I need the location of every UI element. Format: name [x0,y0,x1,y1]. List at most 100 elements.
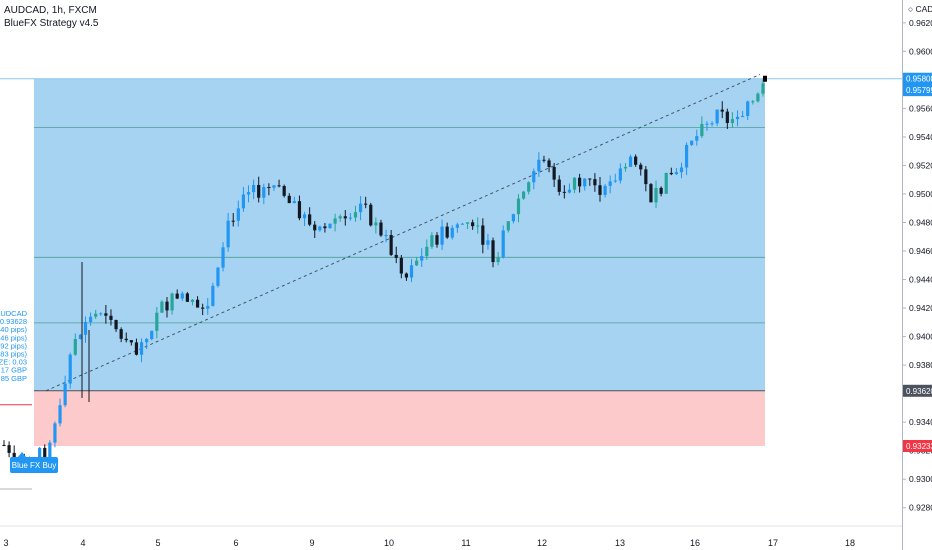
candle-body [287,195,291,204]
x-tick-label: 12 [537,538,547,548]
candle-body [129,340,133,343]
candle-body [2,444,6,446]
candle-body [394,254,398,258]
y-tick-label: 0.94800 [909,217,932,227]
candle-body [221,247,225,268]
candle-body [634,156,638,165]
x-tick-label: 18 [845,538,855,548]
candle-body [78,334,83,340]
candle-body [710,123,714,125]
candle-body [659,187,663,194]
candle-body [572,177,577,190]
candle-body [705,123,709,125]
candle-body [272,185,276,188]
info-line: 6.85 GBP [0,374,27,383]
candle-body [236,208,240,221]
price-tag-current-bg [903,84,932,97]
y-tick-label: 0.95600 [909,103,932,113]
candle-body [583,178,587,187]
candle-body [761,83,765,94]
price-tag-top-bg [903,72,932,85]
candle-body [491,240,495,263]
candle-body [38,447,42,463]
candle-body [292,201,296,204]
candle-body [741,115,745,117]
candle-body [338,216,342,219]
y-tick-label: 0.93000 [909,474,932,484]
candle-body [430,235,434,247]
y-tick-label: 0.93400 [909,417,932,427]
candle-body [114,319,118,330]
candle-body [190,299,195,302]
candle-body [715,109,719,124]
candle-body [690,140,694,145]
candle-body [562,191,566,193]
candle-body [460,223,465,225]
candle-body [241,194,246,209]
candle-body [262,187,266,198]
candle-body [297,201,302,219]
candle-body [185,293,189,302]
y-tick-label: 0.95200 [909,160,932,170]
candle-body [608,181,612,186]
candle-body [94,313,98,317]
candle-body [674,172,679,175]
candle-body [486,240,490,245]
x-tick-label: 11 [461,538,470,548]
candle-body [12,452,16,460]
candle-body [725,111,729,123]
candle-body [313,224,317,231]
candle-body [150,330,154,340]
candle-body [455,224,459,228]
candle-body [369,204,373,226]
candle-body [145,339,149,343]
y-tick-label: 0.94000 [909,332,932,342]
take-profit-zone [34,78,765,391]
candle-body [124,338,128,341]
candle-body [756,93,760,102]
candle-body [206,305,210,309]
candle-body [664,172,668,194]
candle-body [119,329,123,339]
candle-body [649,184,653,203]
candle-body [109,315,113,320]
candle-body [511,214,515,222]
candle-body [328,223,332,229]
candle-body [751,101,755,103]
price-tag-top: 0.95808 [906,75,932,84]
current-price-marker [763,75,767,82]
candle-body [618,168,622,181]
candle-body [527,182,531,192]
candle-body [211,285,215,306]
candle-body [496,257,500,263]
candle-body [481,225,485,245]
y-tick-label: 0.95000 [909,189,932,199]
x-tick-label: 4 [80,538,85,548]
candle-body [226,220,230,248]
candle-body [302,214,307,219]
candle-body [201,307,205,309]
candle-body [720,109,724,112]
y-tick-label: 0.96000 [909,46,932,56]
candle-body [578,177,582,187]
y-tick-label: 0.94600 [909,246,932,256]
candle-body [623,166,628,169]
candle-body [323,226,327,229]
x-tick-label: 5 [155,538,160,548]
candle-body [216,267,220,286]
indicator-name: BlueFX Strategy v4.5 [4,18,99,29]
candle-body [267,187,271,189]
price-tag-current: 0.95799 [906,86,932,95]
candle-body [628,156,633,167]
buy-button-label[interactable]: Blue FX Buy [12,461,56,470]
candle-body [104,313,108,316]
candle-body [73,339,77,355]
x-tick-label: 6 [233,538,238,548]
candle-body [53,423,57,443]
candle-body [588,178,592,180]
candle-body [282,186,286,196]
candles [2,79,765,473]
candle-body [134,342,139,355]
